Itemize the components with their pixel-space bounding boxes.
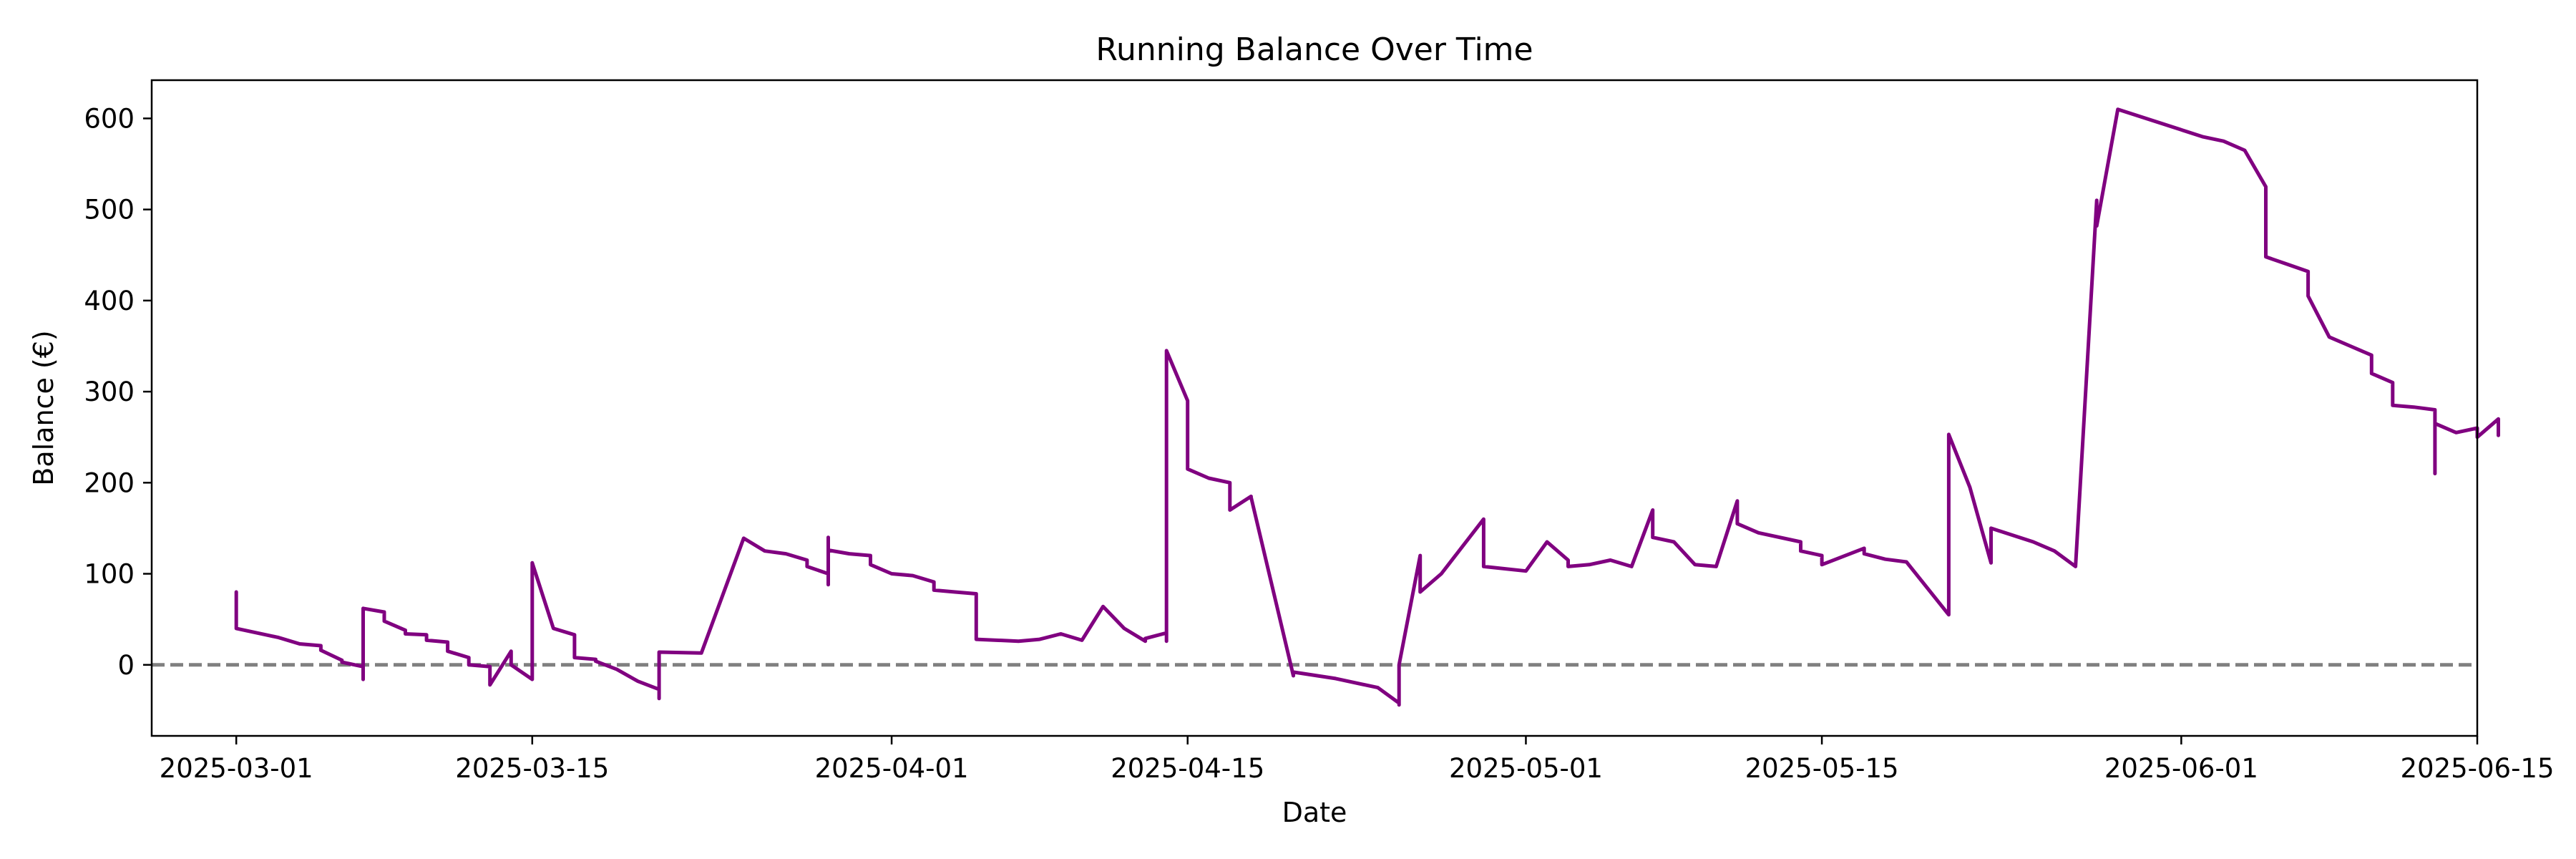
x-tick-label: 2025-05-01 — [1449, 753, 1603, 784]
x-tick-label: 2025-04-01 — [815, 753, 969, 784]
x-tick-label: 2025-06-01 — [2104, 753, 2258, 784]
y-tick-label: 500 — [84, 195, 135, 225]
x-tick-label: 2025-03-01 — [160, 753, 313, 784]
y-tick-label: 0 — [117, 650, 135, 681]
x-axis-label: Date — [1282, 797, 1347, 828]
x-tick-label: 2025-05-15 — [1745, 753, 1899, 784]
x-tick-label: 2025-03-15 — [455, 753, 609, 784]
chart-title: Running Balance Over Time — [1096, 31, 1533, 68]
plot-frame — [150, 79, 2479, 737]
x-tick-label: 2025-06-15 — [2400, 753, 2554, 784]
y-tick-label: 300 — [84, 377, 135, 407]
y-tick-label: 100 — [84, 559, 135, 590]
series-line-1 — [234, 107, 2500, 707]
y-axis-label: Balance (€) — [28, 330, 59, 485]
plot-area: 2025-03-01 2025-03-15 2025-04-01 2025-04-15… — [84, 79, 2555, 784]
y-tick-label: 400 — [84, 286, 135, 316]
y-tick-label: 200 — [84, 467, 135, 498]
x-tick-label: 2025-04-15 — [1111, 753, 1264, 784]
y-tick-label: 600 — [84, 103, 135, 134]
